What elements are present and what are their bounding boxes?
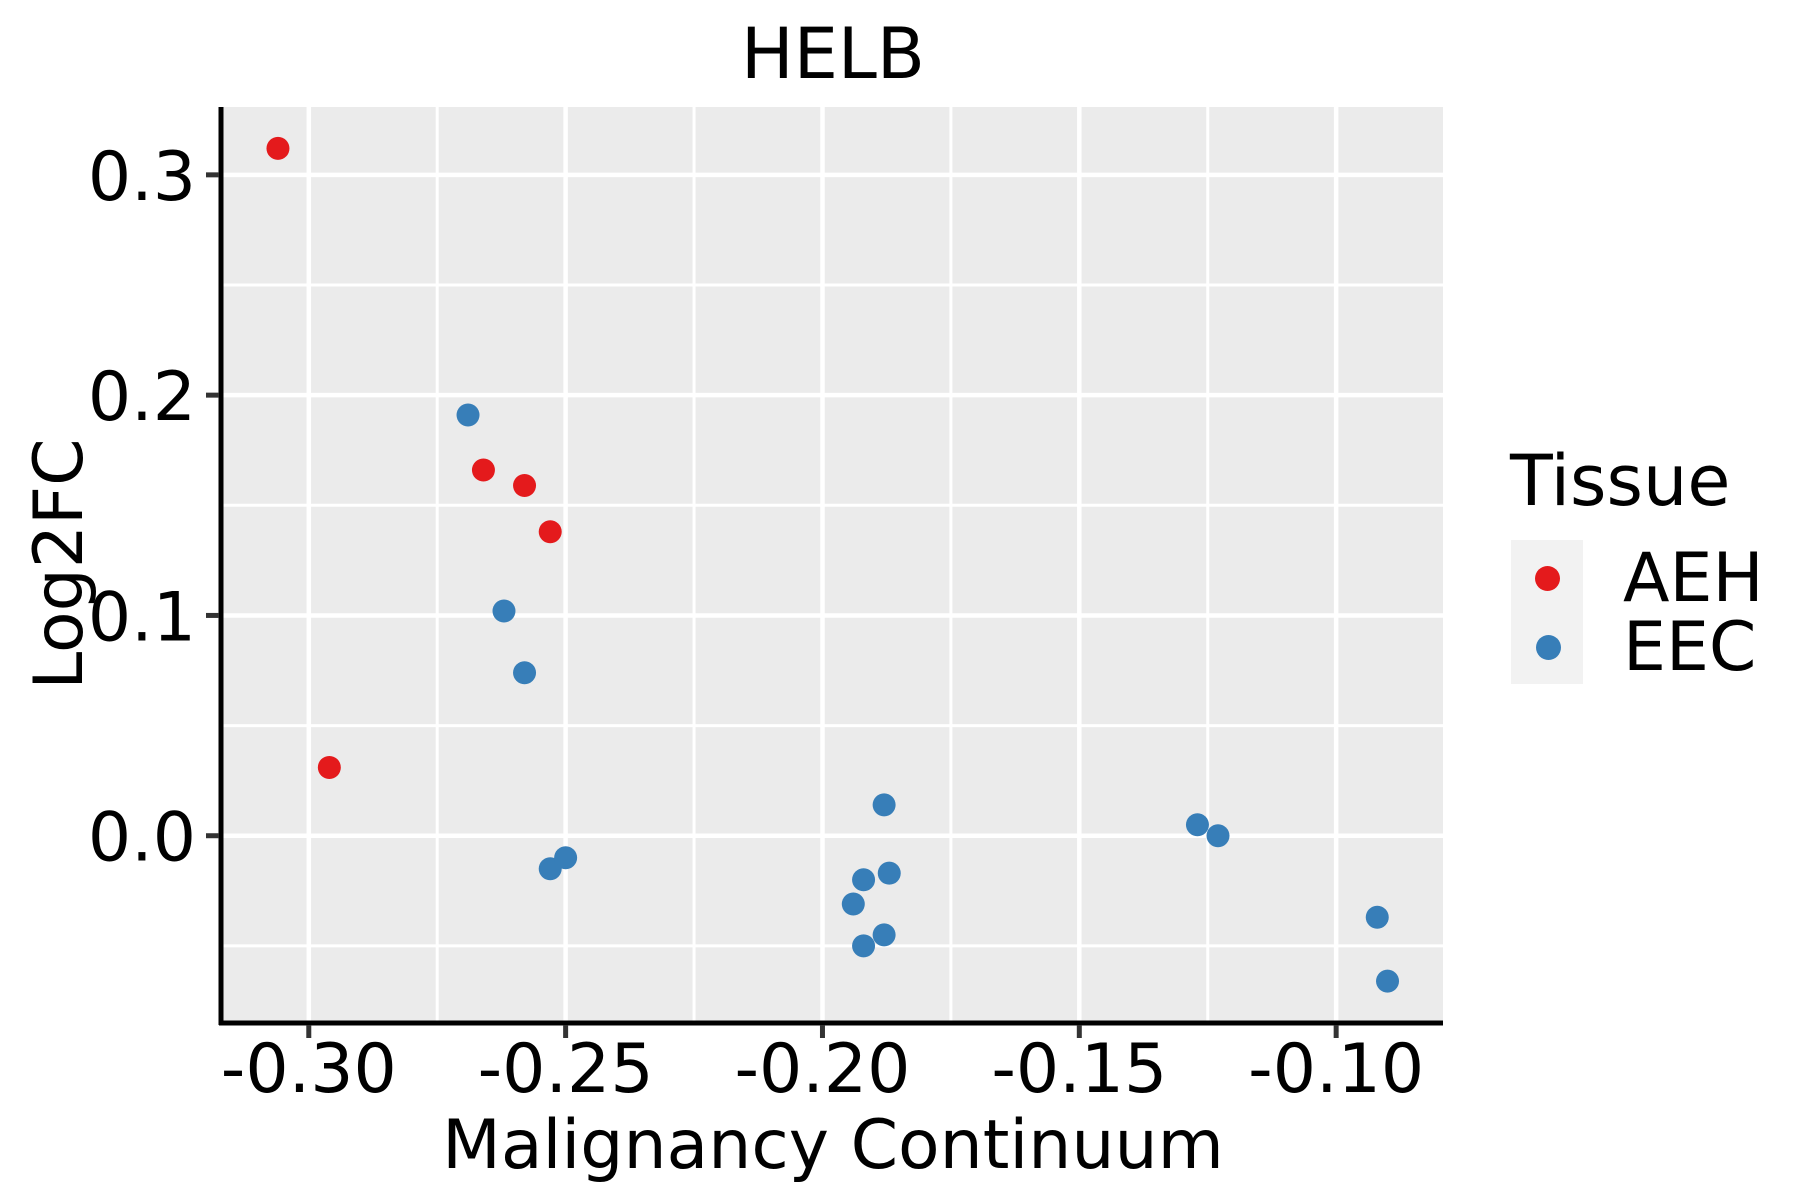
chart-title: HELB xyxy=(741,13,925,95)
plot-panel xyxy=(223,107,1443,1021)
y-tick-label: 0.0 xyxy=(88,799,196,878)
data-point-aeh xyxy=(266,136,290,160)
legend-title: Tissue xyxy=(1510,440,1731,522)
data-point-eec xyxy=(852,868,876,892)
data-point-eec xyxy=(1206,824,1230,848)
data-point-eec xyxy=(513,661,537,685)
data-point-eec xyxy=(554,846,578,870)
x-axis-title: Malignancy Continuum xyxy=(442,1106,1224,1185)
data-point-aeh xyxy=(317,755,341,779)
legend-dot-eec-icon xyxy=(1536,635,1561,660)
legend-dot-aeh-icon xyxy=(1535,566,1560,591)
y-axis-title: Log2FC xyxy=(20,438,99,690)
x-tick-label: -0.10 xyxy=(1248,1030,1424,1109)
data-point-eec xyxy=(877,861,901,885)
x-tick-label: -0.25 xyxy=(478,1030,654,1109)
data-point-aeh xyxy=(513,473,537,497)
y-tick-label: 0.2 xyxy=(88,358,196,437)
data-point-eec xyxy=(872,923,896,947)
legend-label-aeh: AEH xyxy=(1623,539,1764,618)
data-point-eec xyxy=(841,892,865,916)
data-point-eec xyxy=(872,793,896,817)
data-point-eec xyxy=(852,934,876,958)
y-tick-label: 0.3 xyxy=(88,138,196,217)
data-point-eec xyxy=(1376,969,1400,993)
legend-key-background xyxy=(1511,540,1583,684)
x-tick-label: -0.15 xyxy=(991,1030,1167,1109)
legend-label-eec: EEC xyxy=(1623,608,1757,687)
data-point-aeh xyxy=(538,520,562,544)
data-point-aeh xyxy=(471,458,495,482)
data-point-eec xyxy=(1365,905,1389,929)
x-tick-label: -0.30 xyxy=(221,1030,397,1109)
data-point-eec xyxy=(492,599,516,623)
data-point-eec xyxy=(456,403,480,427)
y-tick-label: 0.1 xyxy=(88,578,196,657)
data-point-eec xyxy=(1185,813,1209,837)
x-tick-label: -0.20 xyxy=(734,1030,910,1109)
